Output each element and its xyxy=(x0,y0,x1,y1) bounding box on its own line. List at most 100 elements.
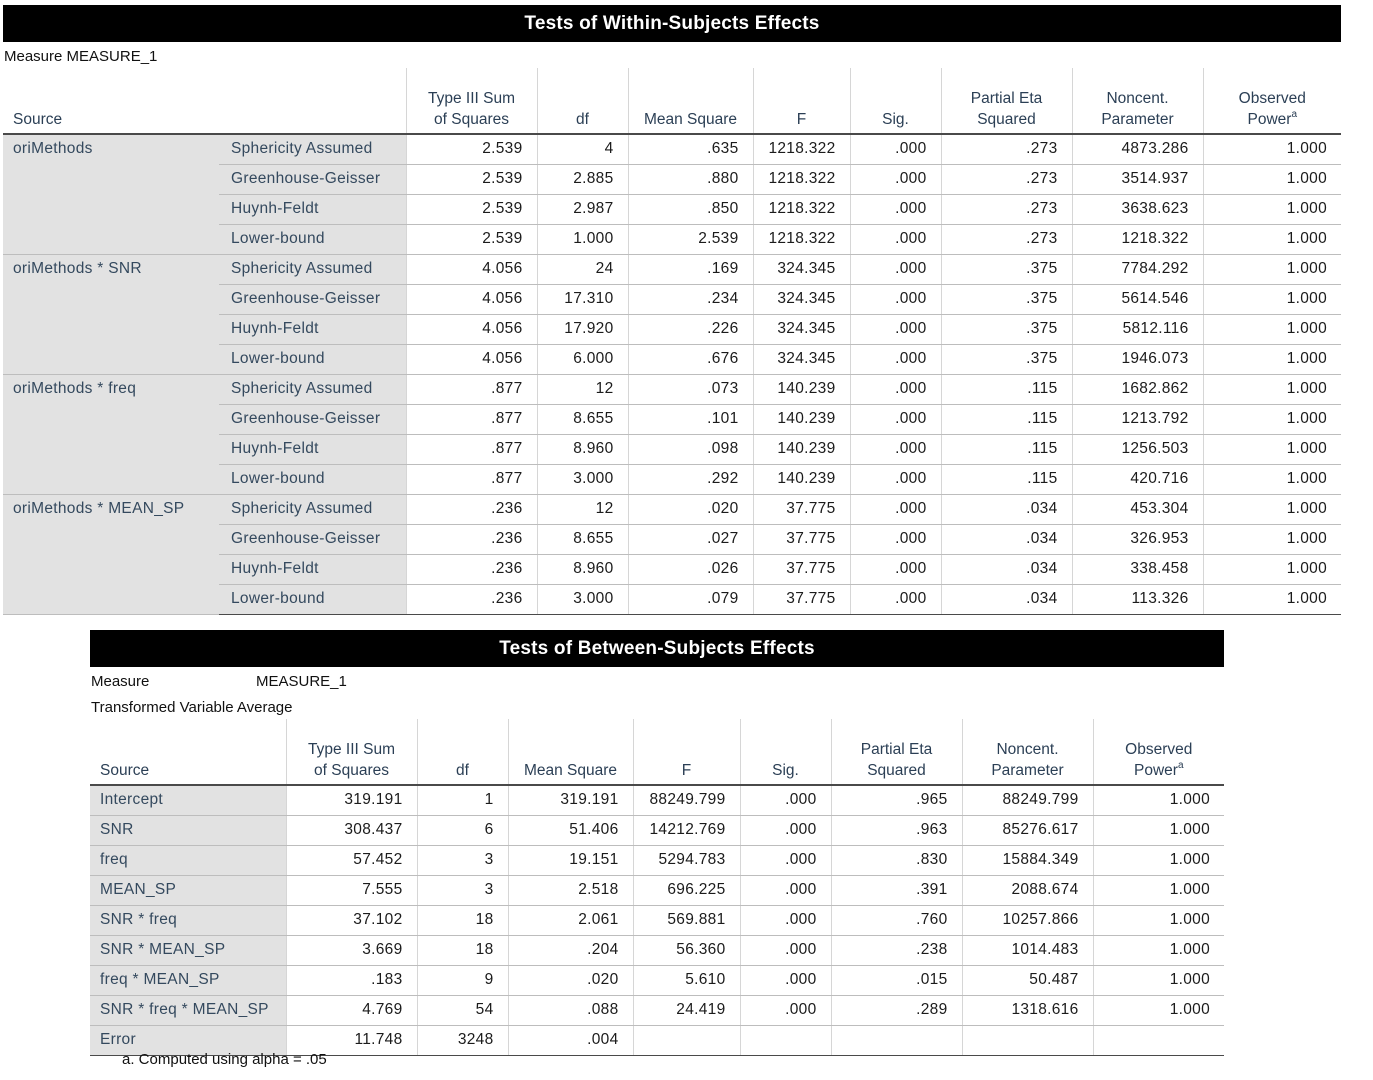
table-row: SNR * freq * MEAN_SP 4.769 54.088 24.419.00… xyxy=(90,995,1224,1026)
table-row: SNR 308.437 6 51.406 14212.769.000.963 85276.… xyxy=(90,815,1224,846)
sig-cell: .000 xyxy=(739,785,831,816)
alpha-footnote: a. Computed using alpha = .05 xyxy=(122,1051,327,1068)
sig-cell: .000 xyxy=(849,254,941,285)
between-header-ss: Type III Sum of Squares xyxy=(285,719,417,786)
eta-cell: .965 xyxy=(830,785,962,816)
ms-cell: .676 xyxy=(627,344,753,375)
table-row: Error 11.748 3248.004 xyxy=(90,1025,1224,1056)
power-cell: 1.000 xyxy=(1202,314,1341,345)
df-cell: 3 xyxy=(416,845,508,876)
eta-cell: .273 xyxy=(940,194,1072,225)
sig-cell: .000 xyxy=(849,344,941,375)
ms-cell: 19.151 xyxy=(507,845,633,876)
ss-cell: .877 xyxy=(405,434,537,465)
table-row: Greenhouse-Geisser .877 8.655.101 140.239.0… xyxy=(3,404,1341,435)
ms-cell: .027 xyxy=(627,524,753,555)
table-row: SNR * MEAN_SP 3.669 18.204 56.360.000.238 10… xyxy=(90,935,1224,966)
eta-cell: .273 xyxy=(940,224,1072,255)
power-cell xyxy=(1092,1025,1224,1056)
ss-cell: 4.056 xyxy=(405,344,537,375)
source-cell: SNR * freq xyxy=(90,905,286,936)
eta-cell: .963 xyxy=(830,815,962,846)
between-header-noncent: Noncent. Parameter xyxy=(961,719,1093,786)
noncent-cell: 1218.322 xyxy=(1071,224,1203,255)
f-cell: 37.775 xyxy=(752,494,850,525)
between-header-row: Source Type III Sum of Squares df Mean Sq… xyxy=(90,719,1224,786)
correction-cell: Sphericity Assumed xyxy=(219,374,406,405)
power-cell: 1.000 xyxy=(1202,194,1341,225)
f-cell: 37.775 xyxy=(752,554,850,585)
ss-cell: 2.539 xyxy=(405,194,537,225)
within-measure-value: MEASURE_1 xyxy=(66,48,158,65)
noncent-cell: 113.326 xyxy=(1071,584,1203,615)
sig-cell xyxy=(739,1025,831,1056)
df-cell: 2.885 xyxy=(536,164,628,195)
ms-cell: .101 xyxy=(627,404,753,435)
ss-cell: 11.748 xyxy=(285,1025,417,1056)
eta-cell: .273 xyxy=(940,134,1072,165)
eta-cell: .375 xyxy=(940,284,1072,315)
correction-cell: Greenhouse-Geisser xyxy=(219,164,406,195)
correction-cell: Greenhouse-Geisser xyxy=(219,284,406,315)
df-cell: 12 xyxy=(536,494,628,525)
ms-cell: .880 xyxy=(627,164,753,195)
between-measure-label: Measure xyxy=(91,673,150,690)
table-row: Greenhouse-Geisser 2.539 2.885.880 1218.322… xyxy=(3,164,1341,195)
correction-cell: Sphericity Assumed xyxy=(219,494,406,525)
eta-cell: .115 xyxy=(940,404,1072,435)
f-cell: 324.345 xyxy=(752,284,850,315)
sig-cell: .000 xyxy=(739,905,831,936)
correction-cell: Sphericity Assumed xyxy=(219,134,406,165)
within-title-text: Tests of Within-Subjects Effects xyxy=(524,12,820,34)
power-cell: 1.000 xyxy=(1092,905,1224,936)
eta-cell: .238 xyxy=(830,935,962,966)
correction-cell: Lower-bound xyxy=(219,584,406,615)
ms-cell: .292 xyxy=(627,464,753,495)
f-cell: 56.360 xyxy=(632,935,740,966)
ms-cell: 2.539 xyxy=(627,224,753,255)
ss-cell: .877 xyxy=(405,404,537,435)
table-row: MEAN_SP 7.555 3 2.518 696.225.000.391 2088.67… xyxy=(90,875,1224,906)
ms-cell: .850 xyxy=(627,194,753,225)
ss-cell: 2.539 xyxy=(405,164,537,195)
ms-cell: .088 xyxy=(507,995,633,1026)
df-cell: 18 xyxy=(416,935,508,966)
ss-cell: .236 xyxy=(405,524,537,555)
noncent-cell: 420.716 xyxy=(1071,464,1203,495)
f-cell: 324.345 xyxy=(752,314,850,345)
ms-cell: .079 xyxy=(627,584,753,615)
ss-cell: .183 xyxy=(285,965,417,996)
source-cell: oriMethods * MEAN_SP xyxy=(3,494,219,615)
within-header-ms: Mean Square xyxy=(627,68,753,135)
ms-cell: 2.061 xyxy=(507,905,633,936)
power-footnote-mark: a xyxy=(1177,760,1184,771)
f-cell: 1218.322 xyxy=(752,224,850,255)
correction-cell: Sphericity Assumed xyxy=(219,254,406,285)
df-cell: 3.000 xyxy=(536,464,628,495)
sig-cell: .000 xyxy=(849,434,941,465)
source-cell: freq * MEAN_SP xyxy=(90,965,286,996)
table-row: oriMethods * MEAN_SP Sphericity Assumed .2… xyxy=(3,494,1341,615)
sig-cell: .000 xyxy=(849,464,941,495)
ss-cell: 4.769 xyxy=(285,995,417,1026)
table-row: oriMethods * freq Sphericity Assumed .877 1… xyxy=(3,374,1341,495)
df-cell: 54 xyxy=(416,995,508,1026)
table-row: Lower-bound .236 3.000.079 37.775.000.034 11… xyxy=(3,584,1341,615)
ms-cell: .226 xyxy=(627,314,753,345)
sig-cell: .000 xyxy=(739,875,831,906)
table-row: freq * MEAN_SP .183 9.020 5.610.000.015 50.4… xyxy=(90,965,1224,996)
correction-cell: Huynh-Feldt xyxy=(219,434,406,465)
ss-cell: .877 xyxy=(405,464,537,495)
between-header-ms: Mean Square xyxy=(507,719,633,786)
ms-cell: .004 xyxy=(507,1025,633,1056)
f-cell: 14212.769 xyxy=(632,815,740,846)
power-cell: 1.000 xyxy=(1202,284,1341,315)
source-cell: oriMethods * freq xyxy=(3,374,219,495)
noncent-cell: 3638.623 xyxy=(1071,194,1203,225)
sig-cell: .000 xyxy=(849,284,941,315)
within-header-sig: Sig. xyxy=(849,68,941,135)
correction-cell: Lower-bound xyxy=(219,344,406,375)
df-cell: 1 xyxy=(416,785,508,816)
table-row: freq 57.452 3 19.151 5294.783.000.830 15884.3… xyxy=(90,845,1224,876)
sig-cell: .000 xyxy=(849,494,941,525)
